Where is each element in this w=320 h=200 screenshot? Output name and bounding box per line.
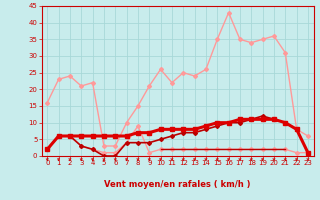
X-axis label: Vent moyen/en rafales ( km/h ): Vent moyen/en rafales ( km/h ) — [104, 180, 251, 189]
